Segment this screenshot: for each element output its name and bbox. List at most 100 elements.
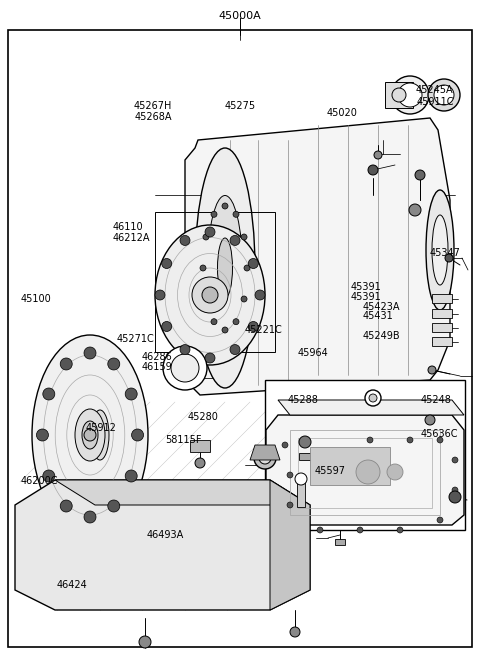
Bar [299,453,311,460]
Polygon shape [270,480,310,610]
Bar [432,323,452,332]
Text: 45020: 45020 [326,108,357,119]
Ellipse shape [432,215,448,285]
Ellipse shape [428,79,460,111]
Text: 45423A: 45423A [362,301,400,312]
Circle shape [407,437,413,443]
Text: 46493A: 46493A [146,530,184,540]
Circle shape [233,212,239,217]
Circle shape [60,500,72,512]
Circle shape [287,502,293,508]
Text: 46424: 46424 [57,580,87,590]
Text: 45597: 45597 [314,466,346,476]
Text: 45636C: 45636C [421,428,458,439]
Circle shape [205,227,215,237]
Circle shape [397,527,403,533]
Text: 45347: 45347 [430,248,461,258]
Bar [432,309,452,318]
Circle shape [367,437,373,443]
Circle shape [222,327,228,333]
Circle shape [162,259,172,269]
Circle shape [202,287,218,303]
Circle shape [449,491,461,503]
Circle shape [211,212,217,217]
Circle shape [203,296,209,302]
Polygon shape [266,415,464,525]
Circle shape [211,319,217,325]
Polygon shape [250,445,280,460]
Ellipse shape [391,76,429,114]
Text: 45275: 45275 [224,101,255,111]
Circle shape [241,234,247,240]
Circle shape [84,347,96,359]
Text: 45268A: 45268A [134,111,172,122]
Polygon shape [185,118,450,395]
Circle shape [452,457,458,463]
Circle shape [317,527,323,533]
Circle shape [195,458,205,468]
Circle shape [200,265,206,271]
Circle shape [369,394,377,402]
Bar [155,212,275,352]
Ellipse shape [155,225,265,365]
Text: 45912: 45912 [85,422,116,433]
Circle shape [241,296,247,302]
Bar [297,479,305,507]
Circle shape [445,254,453,262]
Text: 46286: 46286 [142,352,172,362]
Text: 45000A: 45000A [218,11,262,21]
Bar [385,82,413,108]
Circle shape [203,234,209,240]
Circle shape [84,511,96,523]
Circle shape [387,464,403,480]
Circle shape [163,346,207,390]
Text: 58115F: 58115F [166,435,202,445]
Text: 46212A: 46212A [113,233,150,243]
Ellipse shape [207,195,242,341]
Circle shape [290,627,300,637]
Circle shape [368,165,378,175]
Ellipse shape [75,409,105,461]
Circle shape [192,277,228,313]
Circle shape [162,322,172,331]
Circle shape [365,390,381,406]
Circle shape [233,319,239,325]
Circle shape [125,470,137,482]
Text: 45431: 45431 [362,311,393,322]
Ellipse shape [392,88,406,102]
Circle shape [43,388,55,400]
Circle shape [452,487,458,493]
Polygon shape [278,400,464,415]
Circle shape [437,517,443,523]
Text: 45271C: 45271C [116,333,154,344]
Text: 45964: 45964 [298,348,328,358]
Text: 45267H: 45267H [133,101,172,111]
Text: 45288: 45288 [288,394,319,405]
Circle shape [205,353,215,363]
Ellipse shape [254,447,276,469]
Circle shape [155,290,165,300]
Text: 46110: 46110 [113,222,144,233]
Circle shape [36,429,48,441]
Text: 46200C: 46200C [20,476,58,487]
Circle shape [437,437,443,443]
Circle shape [132,429,144,441]
Bar [432,337,452,346]
Bar [265,380,465,530]
Circle shape [356,460,380,484]
Text: 45391: 45391 [350,291,381,302]
Circle shape [230,345,240,354]
Circle shape [108,500,120,512]
Circle shape [180,345,190,354]
Circle shape [287,472,293,478]
Circle shape [222,203,228,209]
Circle shape [84,429,96,441]
Circle shape [425,415,435,425]
Ellipse shape [259,452,271,464]
Circle shape [415,170,425,180]
Circle shape [299,436,311,448]
Circle shape [180,235,190,246]
Text: 45391: 45391 [350,282,381,292]
Circle shape [108,358,120,370]
Circle shape [374,151,382,159]
